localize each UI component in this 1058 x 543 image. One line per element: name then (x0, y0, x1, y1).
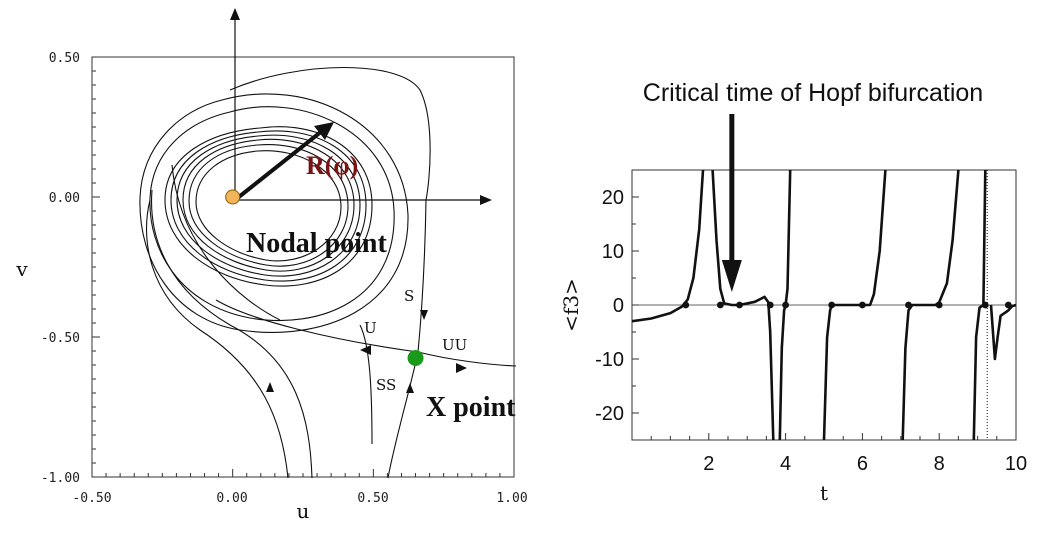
zero-crossing-point (716, 301, 724, 309)
zero-crossing-points (682, 301, 1012, 309)
limit-cycle-orbits (139, 93, 409, 333)
hopf-annotation: Critical time of Hopf bifurcation (643, 79, 983, 107)
x-axis-label: u (297, 499, 310, 523)
stable-branch-label: S (404, 287, 414, 305)
zero-crossing-point (935, 301, 943, 309)
y-tick-label: 0.50 (49, 51, 80, 66)
uu-branch-label: UU (442, 336, 467, 354)
zero-crossing-point (782, 301, 789, 309)
coordinate-axes (234, 12, 488, 201)
x-axis-label: t (820, 481, 828, 505)
y-tick-label: -20 (595, 403, 624, 425)
y-tick-label: 10 (602, 241, 624, 263)
separatrix-lines (145, 67, 517, 479)
radius-arrow (233, 129, 324, 202)
y-tick-label: 20 (602, 187, 624, 209)
radius-label: R(φ) (306, 151, 358, 180)
zero-crossing-point (905, 301, 912, 309)
zero-crossing-point (981, 301, 989, 309)
nodal-point-marker (225, 189, 241, 205)
y-axis-label: <f3> (559, 278, 583, 332)
horizontal-arrowhead (480, 195, 492, 205)
x-tick-label: 4 (780, 453, 791, 475)
nodal-point-label: Nodal point (246, 228, 387, 259)
f3-time-series-panel: 20 10 0 -10 -20 2 4 6 8 10 t <f3> Critic… (559, 79, 1027, 505)
y-axis-label: v (15, 257, 28, 281)
phase-portrait-panel: 0.50 0.00 -0.50 -1.00 -0.50 0.00 0.50 1.… (15, 8, 528, 523)
unstable-branch-label: U (364, 319, 377, 337)
y-tick-label: -0.50 (41, 331, 80, 346)
zero-crossing-point (682, 301, 690, 309)
x-tick-label: -0.50 (72, 491, 111, 506)
hopf-arrowhead (721, 260, 742, 292)
y-tick-label: -10 (595, 349, 624, 371)
vertical-arrowhead (230, 8, 240, 20)
zero-crossing-point (859, 301, 866, 309)
x-tick-label: 0.50 (357, 491, 388, 506)
flow-arrowheads (266, 310, 467, 393)
x-point-label: X point (426, 392, 516, 423)
phase-plot-ticks (91, 56, 515, 478)
x-tick-label: 2 (703, 453, 714, 475)
x-tick-label: 0.00 (216, 491, 247, 506)
x-tick-label: 8 (934, 453, 945, 475)
zero-crossing-point (828, 301, 836, 309)
zero-crossing-point (736, 301, 743, 309)
y-tick-label: 0.00 (49, 191, 80, 206)
f3-plot-ticks (631, 169, 1017, 441)
x-point-marker (407, 350, 424, 366)
zero-crossing-point (766, 301, 774, 309)
x-tick-label: 6 (857, 453, 868, 475)
x-tick-label: 10 (1005, 453, 1027, 475)
x-tick-label: 1.00 (496, 491, 527, 506)
y-tick-label: 0 (613, 295, 624, 317)
radius-arrowhead (314, 122, 334, 140)
ss-branch-label: SS (376, 376, 396, 394)
y-tick-label: -1.00 (41, 471, 80, 486)
zero-crossing-point (1004, 301, 1012, 309)
